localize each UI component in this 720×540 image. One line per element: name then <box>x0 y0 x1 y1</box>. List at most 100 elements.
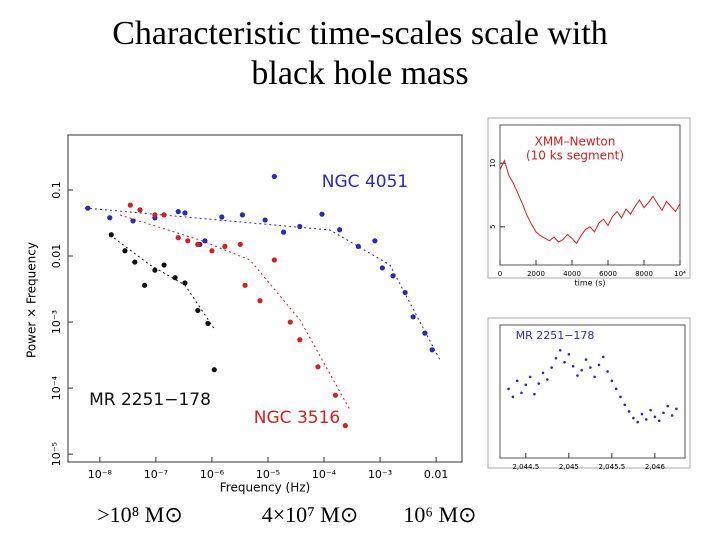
data-point <box>332 392 339 398</box>
data-point <box>342 423 348 429</box>
mass-caption: 4×10⁷ M⊙ <box>262 502 359 527</box>
data-point <box>580 368 584 372</box>
data-point <box>262 217 268 223</box>
data-point <box>175 235 181 241</box>
data-point <box>507 387 510 391</box>
data-point <box>195 241 201 247</box>
data-point <box>161 262 167 268</box>
data-point <box>584 358 588 361</box>
series-label: NGC 3516 <box>254 408 340 428</box>
mass-caption: 10⁶ M⊙ <box>403 502 476 527</box>
x-tick-label: 10⁻⁵ <box>256 468 280 481</box>
y-tick-label: 10⁻³ <box>50 310 63 334</box>
data-point <box>563 360 566 364</box>
data-point <box>319 211 325 217</box>
main-plot-frame <box>67 134 463 463</box>
x-tick-label: 10⁻⁷ <box>144 468 168 481</box>
data-point <box>649 408 652 412</box>
title-line: Characteristic time-scales scale with <box>112 15 608 52</box>
data-point <box>242 282 248 288</box>
x-tick-label: 2,045 <box>559 463 579 471</box>
data-point <box>524 383 528 387</box>
title-line: black hole mass <box>251 55 469 92</box>
data-point <box>636 420 639 424</box>
data-point <box>239 212 246 218</box>
data-point <box>175 209 181 215</box>
data-point <box>410 314 416 320</box>
data-point <box>211 367 217 373</box>
data-point <box>644 418 648 421</box>
data-point <box>379 265 385 271</box>
data-point <box>511 395 515 399</box>
data-point <box>670 414 674 417</box>
data-point <box>142 282 148 288</box>
inset-panel <box>487 117 691 279</box>
data-point <box>533 392 536 396</box>
data-point <box>182 280 188 286</box>
data-point <box>108 232 114 238</box>
data-point <box>257 298 263 304</box>
x-tick-label: 6000 <box>599 270 617 278</box>
y-tick-label: 10 <box>489 159 497 168</box>
data-point <box>237 241 243 247</box>
data-point <box>520 391 523 395</box>
x-tick-label: 2,045.5 <box>599 463 626 471</box>
x-axis-label: Frequency (Hz) <box>220 481 311 495</box>
annotation: (10 ks segment) <box>526 149 624 163</box>
x-tick-label: 8000 <box>635 270 653 278</box>
data-point <box>172 275 178 281</box>
data-point <box>567 352 571 356</box>
y-axis-label: Power × Frequency <box>25 242 39 358</box>
series-label: NGC 4051 <box>322 172 408 192</box>
light-curve <box>499 159 681 245</box>
data-point <box>195 307 201 314</box>
data-point <box>185 238 191 244</box>
x-tick-label: 4000 <box>563 270 581 278</box>
inset-frame <box>499 124 681 266</box>
annotation: XMM–Newton <box>535 135 616 149</box>
data-point <box>606 370 609 373</box>
data-point <box>297 337 303 343</box>
data-point <box>271 257 277 263</box>
model-curve <box>109 234 216 331</box>
x-tick-label: 2000 <box>527 270 545 278</box>
y-tick-label: 0.01 <box>50 244 63 269</box>
data-point <box>597 363 601 367</box>
x-tick-label: 10⁻⁶ <box>200 468 225 481</box>
mass-caption: >10⁸ M⊙ <box>97 502 183 527</box>
data-point <box>287 319 293 325</box>
series-label: MR 2251−178 <box>89 390 211 410</box>
data-point <box>640 412 644 416</box>
data-point <box>390 273 396 279</box>
y-tick-label: 10⁻⁴ <box>50 375 63 400</box>
data-point <box>315 364 321 370</box>
x-tick-label: 10⁻⁸ <box>88 468 113 481</box>
data-point <box>271 173 277 180</box>
x-tick-label: 10⁻³ <box>368 468 392 481</box>
data-point <box>182 210 188 216</box>
x-axis-label: time (s) <box>574 279 605 288</box>
data-point <box>662 411 665 415</box>
data-point <box>122 248 128 254</box>
y-tick-label: 5 <box>489 225 497 229</box>
x-tick-label: 2,044.5 <box>512 463 539 471</box>
data-point <box>219 214 225 220</box>
data-point <box>554 356 558 360</box>
data-point <box>137 207 143 213</box>
data-point <box>372 238 378 244</box>
data-point <box>422 330 428 336</box>
data-point <box>152 212 158 218</box>
data-point <box>576 374 579 377</box>
data-point <box>657 419 661 423</box>
x-tick-label: 10⁴ <box>674 270 686 278</box>
inset-frame <box>499 324 686 459</box>
data-point <box>205 320 211 327</box>
data-point <box>132 259 138 265</box>
data-point <box>209 248 215 254</box>
data-point <box>297 223 303 230</box>
data-point <box>127 202 133 208</box>
data-point <box>202 238 208 244</box>
data-point <box>666 404 670 408</box>
